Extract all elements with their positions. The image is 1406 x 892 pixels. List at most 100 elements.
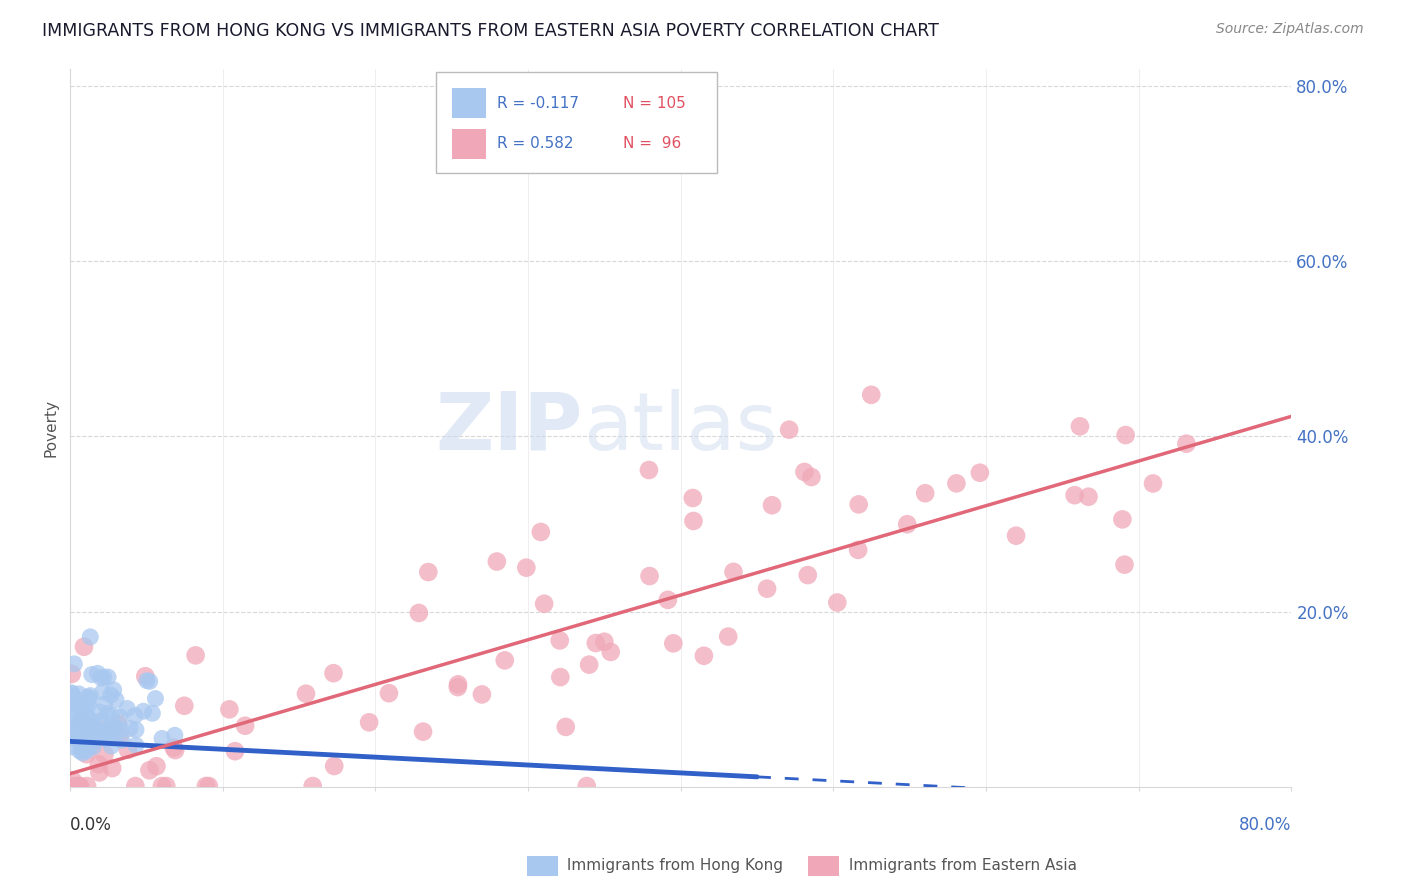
Point: [548, 633, 571, 648]
Point: [194, 779, 217, 793]
Point: [134, 669, 156, 683]
Point: [73, 718, 96, 732]
Point: [60, 686, 83, 700]
Point: [72, 723, 94, 738]
Text: Immigrants from Hong Kong: Immigrants from Hong Kong: [562, 858, 783, 872]
Point: [100, 739, 122, 754]
Point: [111, 733, 134, 747]
Point: [62, 721, 84, 735]
Point: [73, 720, 96, 734]
Point: [72, 741, 94, 756]
Point: [104, 692, 127, 706]
Point: [70, 743, 93, 757]
Point: [65, 779, 87, 793]
Point: [76, 690, 98, 705]
Point: [761, 498, 783, 512]
Point: [198, 779, 221, 793]
Point: [62, 695, 84, 709]
Text: R = 0.582: R = 0.582: [498, 136, 574, 152]
Point: [60, 687, 83, 701]
Point: [79, 630, 101, 644]
Point: [87, 757, 110, 772]
Point: [73, 731, 96, 746]
Point: [89, 725, 111, 739]
Point: [107, 717, 129, 731]
Point: [135, 673, 157, 688]
Point: [63, 722, 86, 736]
Point: [150, 731, 173, 746]
Point: [1069, 419, 1091, 434]
Point: [115, 701, 138, 715]
Point: [756, 582, 779, 596]
Text: Immigrants from Eastern Asia: Immigrants from Eastern Asia: [844, 858, 1077, 872]
Point: [69, 731, 91, 746]
Point: [138, 674, 160, 689]
Point: [1063, 488, 1085, 502]
Point: [682, 491, 704, 505]
Bar: [453, 128, 486, 159]
Point: [969, 466, 991, 480]
Point: [914, 486, 936, 500]
Text: atlas: atlas: [583, 389, 778, 467]
Point: [184, 648, 207, 663]
Point: [80, 714, 103, 728]
Point: [94, 725, 117, 739]
Point: [117, 743, 139, 757]
Point: [77, 691, 100, 706]
Point: [69, 744, 91, 758]
Point: [218, 702, 240, 716]
Point: [83, 719, 105, 733]
Point: [599, 645, 621, 659]
Point: [593, 634, 616, 648]
Point: [800, 470, 823, 484]
Point: [63, 711, 86, 725]
Point: [90, 714, 112, 728]
Point: [65, 695, 87, 709]
Point: [76, 726, 98, 740]
Point: [530, 524, 553, 539]
Point: [79, 717, 101, 731]
Point: [848, 497, 870, 511]
Point: [1077, 490, 1099, 504]
Point: [72, 746, 94, 760]
Point: [93, 697, 115, 711]
Point: [125, 723, 148, 737]
Point: [94, 723, 117, 737]
Point: [77, 740, 100, 755]
Point: [662, 636, 685, 650]
Point: [79, 689, 101, 703]
Point: [173, 698, 195, 713]
Point: [60, 779, 83, 793]
Point: [1005, 529, 1028, 543]
Point: [124, 779, 146, 793]
Point: [359, 715, 381, 730]
Point: [110, 723, 132, 737]
Point: [145, 691, 167, 706]
Point: [638, 569, 661, 583]
Point: [70, 704, 93, 718]
Point: [103, 731, 125, 746]
Text: Source: ZipAtlas.com: Source: ZipAtlas.com: [1216, 22, 1364, 37]
Point: [77, 718, 100, 732]
Point: [66, 696, 89, 710]
Point: [75, 715, 97, 730]
Point: [485, 555, 508, 569]
Point: [73, 737, 96, 751]
Point: [827, 595, 849, 609]
Point: [75, 723, 97, 737]
Point: [1115, 428, 1137, 442]
Point: [79, 720, 101, 734]
Point: [76, 747, 98, 762]
Point: [100, 708, 122, 723]
Point: [76, 779, 98, 793]
Text: ZIP: ZIP: [436, 389, 583, 467]
Point: [793, 465, 815, 479]
Point: [66, 731, 89, 746]
Point: [108, 728, 131, 742]
Point: [494, 653, 516, 667]
Point: [90, 727, 112, 741]
Point: [73, 640, 96, 654]
Point: [578, 657, 600, 672]
Point: [80, 667, 103, 681]
Point: [412, 724, 434, 739]
